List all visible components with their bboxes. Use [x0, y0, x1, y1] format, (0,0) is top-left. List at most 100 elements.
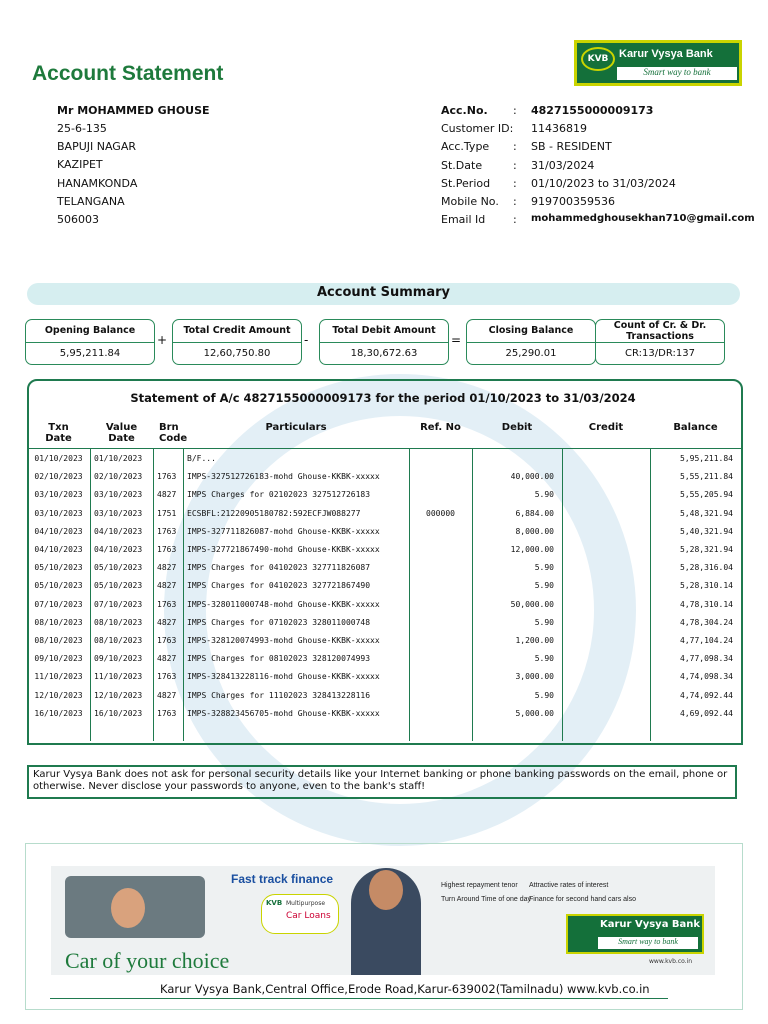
table-cell: 05/10/2023 [34, 581, 83, 591]
ad-bullet: Turn Around Time of one day [441, 896, 532, 903]
header-rule [27, 448, 741, 449]
bank-logo: KVB Karur Vysya Bank Smart way to bank [574, 40, 742, 86]
logo-panel: KVB Karur Vysya Bank Smart way to bank [577, 43, 739, 83]
table-cell: 5.90 [534, 581, 554, 591]
title: Account Statement [32, 62, 224, 85]
column-header: Txn Date [45, 422, 72, 444]
logo-name: Karur Vysya Bank [619, 48, 713, 60]
column-rule [153, 449, 154, 741]
table-cell: 09/10/2023 [94, 654, 143, 664]
table-cell: 05/10/2023 [94, 563, 143, 573]
table-cell: 02/10/2023 [94, 472, 143, 482]
summary-operator: + [157, 333, 168, 347]
ad-slogan: Car of your choice [65, 948, 230, 973]
table-cell: 4,74,098.34 [680, 672, 733, 682]
table-cell: 5,55,211.84 [680, 472, 733, 482]
table-cell: 03/10/2023 [34, 508, 83, 518]
summary-bar [27, 283, 740, 305]
summary-label: Count of Cr. & Dr. Transactions [596, 320, 724, 343]
logo-mark: KVB [581, 47, 615, 71]
ad-site: www.kvb.co.in [649, 958, 693, 965]
detail-label: Customer ID: [441, 122, 514, 136]
man-face [369, 870, 403, 910]
table-cell: 04/10/2023 [94, 526, 143, 536]
detail-value: 01/10/2023 to 31/03/2024 [531, 176, 676, 190]
summary-label: Opening Balance [26, 320, 154, 343]
table-cell: 1763 [157, 672, 177, 682]
table-cell: IMPS-328823456705-mohd Ghouse-KKBK-xxxxx [187, 708, 380, 718]
summary-value: 5,95,211.84 [59, 348, 121, 359]
column-rule [650, 449, 651, 741]
table-cell: 1763 [157, 708, 177, 718]
table-cell: 5,000.00 [515, 708, 554, 718]
footer-rule [50, 998, 668, 999]
summary-operator: - [304, 333, 309, 347]
address-line: HANAMKONDA [57, 176, 138, 190]
column-header: Balance [673, 422, 718, 433]
table-cell: 1763 [157, 545, 177, 554]
summary-box: Count of Cr. & Dr. Transactions CR:13/DR:… [595, 319, 725, 365]
ad-bullet: Finance for second hand cars also [529, 896, 637, 903]
table-cell: 5,55,205.94 [680, 490, 733, 500]
summary-value: 12,60,750.80 [203, 348, 271, 359]
table-cell: 4827 [157, 563, 177, 573]
ad-logo: Karur Vysya Bank Smart way to bank [566, 914, 704, 954]
product: Car Loans [286, 911, 331, 921]
table-cell: 5.90 [534, 490, 554, 500]
table-cell: IMPS-328120074993-mohd Ghouse-KKBK-xxxxx [187, 636, 380, 645]
summary-box: Total Credit Amount 12,60,750.80 [172, 319, 302, 365]
product-sub: Multipurpose [286, 900, 326, 907]
detail-label: Acc.No. [441, 104, 488, 117]
table-cell: 1763 [157, 472, 177, 482]
statement-title: Statement of A/c 4827155000009173 for th… [130, 391, 636, 405]
table-cell: IMPS Charges for 04102023 327711826087 [187, 563, 371, 573]
table-cell: 08/10/2023 [94, 636, 143, 645]
column-header: Particulars [265, 422, 327, 433]
table-cell: 5.90 [534, 690, 554, 700]
detail-value: SB - RESIDENT [531, 140, 612, 154]
table-cell: 1,200.00 [515, 636, 554, 645]
detail-separator: : [513, 104, 517, 117]
statement-table [27, 379, 743, 745]
summary-box: Opening Balance 5,95,211.84 [25, 319, 155, 365]
table-cell: IMPS-328413228116-mohd Ghouse-KKBK-xxxxx [187, 672, 380, 682]
detail-separator: : [513, 176, 517, 190]
table-cell: 5,28,310.14 [680, 581, 733, 591]
table-cell: 5,40,321.94 [680, 526, 733, 536]
column-rule [409, 449, 410, 741]
ad-headline: Fast track finance [231, 872, 334, 886]
table-cell: 07/10/2023 [34, 599, 83, 609]
ad-tagline: Smart way to bank [598, 937, 698, 949]
column-rule [472, 449, 473, 741]
table-cell: 08/10/2023 [34, 636, 83, 645]
watermark [164, 374, 636, 846]
table-cell: 5,48,321.94 [680, 508, 733, 518]
detail-value: 4827155000009173 [531, 104, 654, 117]
table-cell: 12,000.00 [510, 545, 554, 554]
table-cell: IMPS-327512726183-mohd Ghouse-KKBK-xxxxx [187, 472, 380, 482]
table-cell: IMPS Charges for 08102023 328120074993 [187, 654, 371, 664]
summary-operator: = [451, 333, 462, 347]
table-cell: 02/10/2023 [34, 472, 83, 482]
table-cell: 04/10/2023 [94, 545, 143, 554]
table-cell: 03/10/2023 [94, 490, 143, 500]
table-cell: 1763 [157, 599, 177, 609]
table-cell: 50,000.00 [510, 599, 554, 609]
table-cell: 03/10/2023 [94, 508, 143, 518]
detail-label: St.Date [441, 158, 483, 172]
summary-label: Closing Balance [467, 320, 595, 343]
table-cell: 4827 [157, 490, 177, 500]
table-cell: 1763 [157, 526, 177, 536]
summary-value: 25,290.01 [505, 348, 557, 359]
detail-value: 11436819 [531, 122, 587, 136]
summary-label: Total Credit Amount [173, 320, 301, 343]
table-cell: IMPS Charges for 11102023 328413228116 [187, 690, 371, 700]
table-cell: 4,74,092.44 [680, 690, 733, 700]
badge-mark: KVB [266, 899, 283, 907]
detail-label: Email Id [441, 213, 486, 227]
column-rule [562, 449, 563, 741]
table-cell: 4827 [157, 690, 177, 700]
table-cell: 1763 [157, 636, 177, 645]
